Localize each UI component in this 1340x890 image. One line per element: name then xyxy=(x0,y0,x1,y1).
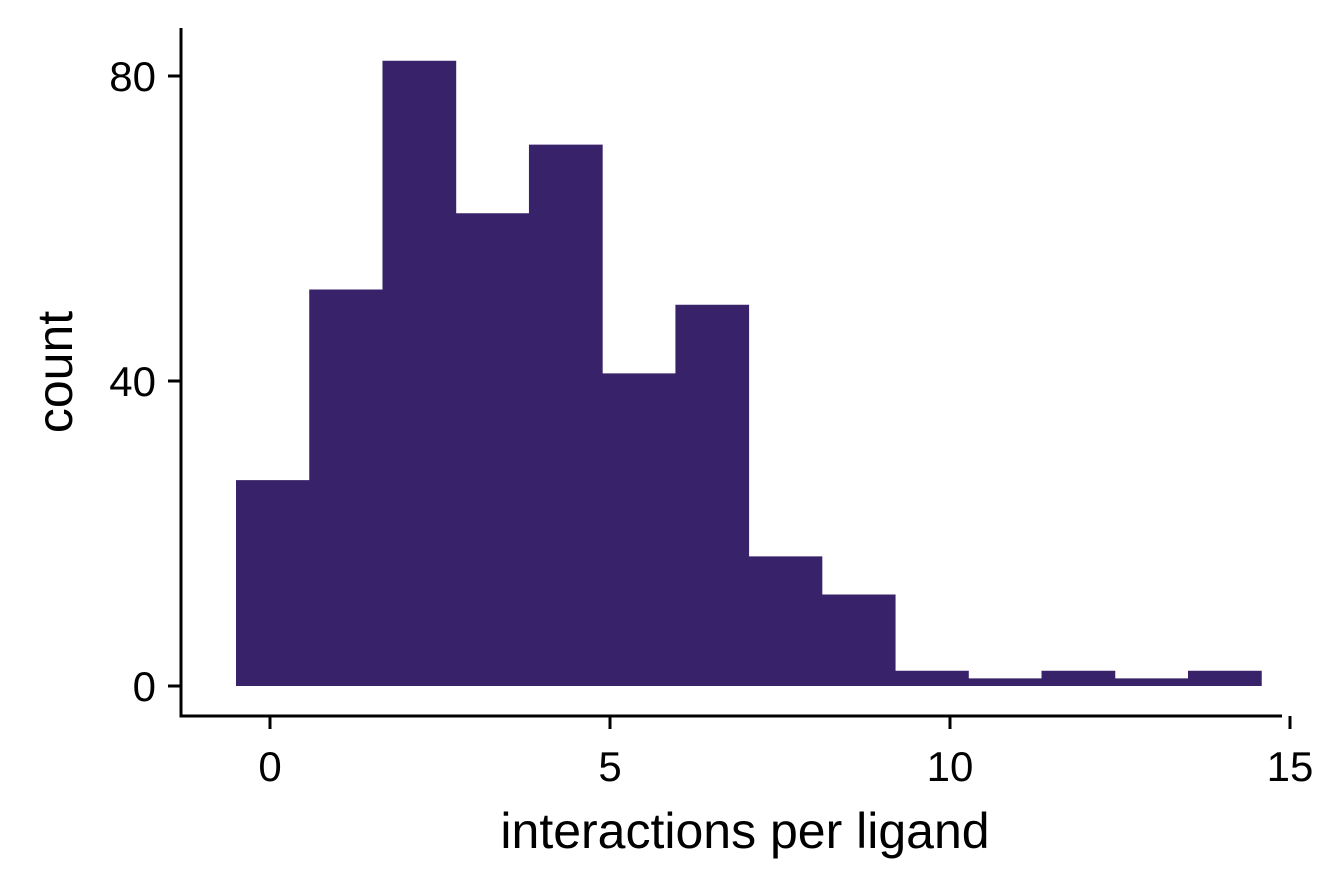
bars-group xyxy=(236,60,1262,686)
histogram-bar-10 xyxy=(968,678,1043,686)
x-ticks-group: 0 5 10 15 xyxy=(258,716,1313,790)
x-tick-label: 15 xyxy=(1267,743,1314,790)
x-tick-label: 5 xyxy=(598,743,621,790)
x-axis-title: interactions per ligand xyxy=(500,803,989,859)
y-tick-label: 0 xyxy=(133,663,156,710)
histogram-bar-11 xyxy=(1041,670,1116,686)
x-tick-label: 10 xyxy=(927,743,974,790)
x-tick-label: 0 xyxy=(258,743,281,790)
histogram-bar-1 xyxy=(309,289,383,686)
histogram-bar-2 xyxy=(382,60,457,686)
histogram-bar-8 xyxy=(821,594,896,686)
histogram-bar-4 xyxy=(528,144,603,686)
histogram-bar-12 xyxy=(1114,678,1189,686)
histogram-bar-0 xyxy=(236,480,310,686)
histogram-bar-5 xyxy=(602,373,676,686)
y-ticks-group: 0 40 80 xyxy=(109,53,181,710)
histogram-bar-9 xyxy=(895,670,969,686)
y-tick-label: 80 xyxy=(109,53,156,100)
y-axis-title: count xyxy=(27,311,83,433)
histogram-bar-3 xyxy=(455,213,530,686)
histogram-bar-7 xyxy=(748,556,823,686)
y-tick-label: 40 xyxy=(109,358,156,405)
histogram-bar-6 xyxy=(675,304,750,686)
histogram-bar-13 xyxy=(1188,670,1262,686)
